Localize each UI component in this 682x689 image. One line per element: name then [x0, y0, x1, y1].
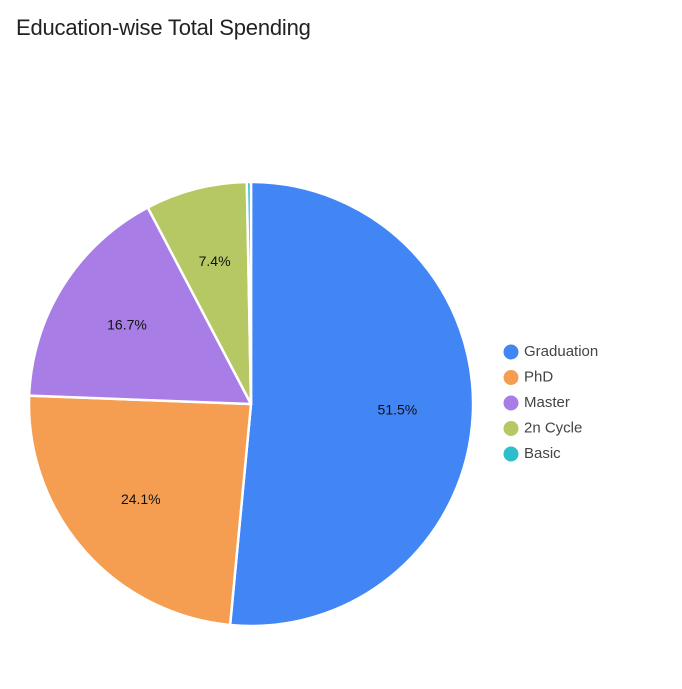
legend-marker-phd — [503, 370, 519, 385]
legend-item-graduation[interactable]: Graduation — [503, 343, 599, 360]
pie-slice-2n-cycle[interactable] — [146, 180, 253, 406]
slice-label-master: 16.7% — [107, 317, 147, 333]
chart-title: Education-wise Total Spending — [16, 15, 311, 40]
legend-item-2n-cycle[interactable]: 2n Cycle — [503, 419, 583, 436]
legend-label-master: Master — [524, 394, 570, 411]
slice-label-2n-cycle: 7.4% — [199, 253, 231, 269]
legend-label-2n-cycle: 2n Cycle — [524, 419, 582, 436]
slice-label-phd: 24.1% — [121, 491, 161, 507]
legend-marker-2n-cycle — [503, 421, 519, 436]
legend-label-basic: Basic — [524, 445, 561, 462]
legend-marker-graduation — [503, 344, 519, 360]
legend-item-phd[interactable]: PhD — [503, 368, 554, 385]
pie-slice-graduation[interactable] — [228, 180, 475, 628]
pie-slice-labels: 51.5% 24.1% 16.7% 7.4% — [107, 253, 417, 507]
legend-item-master[interactable]: Master — [503, 394, 570, 411]
legend-label-graduation: Graduation — [524, 343, 598, 360]
legend: Graduation PhD Master 2n Cycle Basic — [503, 343, 599, 462]
legend-marker-master — [503, 395, 519, 411]
pie-slice-basic[interactable] — [245, 180, 253, 406]
legend-item-basic[interactable]: Basic — [503, 445, 562, 462]
legend-label-phd: PhD — [524, 368, 553, 385]
pie-slice-master[interactable] — [27, 206, 253, 406]
pie-slice-phd[interactable] — [27, 394, 253, 627]
legend-marker-basic — [503, 446, 519, 462]
pie-slices — [27, 180, 475, 628]
slice-label-graduation: 51.5% — [378, 402, 418, 418]
